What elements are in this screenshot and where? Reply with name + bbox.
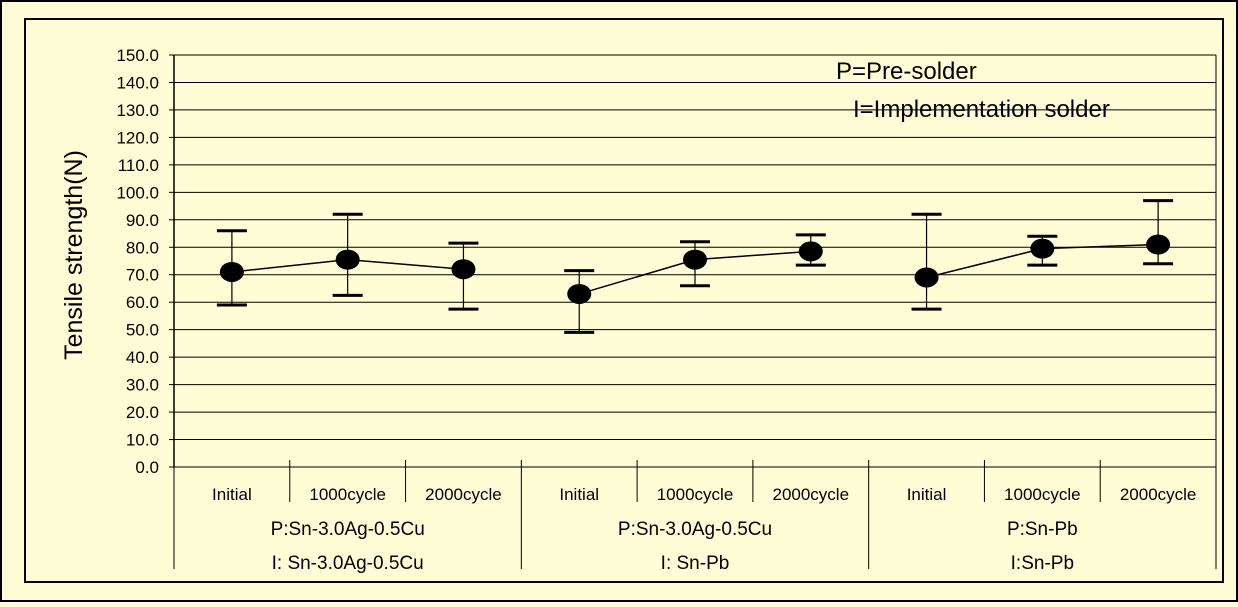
- category-label: Initial: [559, 485, 599, 504]
- y-tick-label: 150.0: [116, 46, 159, 65]
- y-tick-label: 110.0: [118, 156, 159, 175]
- data-point: [567, 283, 592, 304]
- y-tick-label: 70.0: [126, 266, 159, 285]
- y-tick-label: 130.0: [116, 101, 159, 120]
- y-tick-label: 50.0: [126, 321, 159, 340]
- category-label: 1000cycle: [309, 485, 386, 504]
- data-point: [1030, 238, 1055, 259]
- y-tick-label: 10.0: [126, 431, 159, 450]
- data-point: [335, 249, 360, 270]
- y-tick-label: 90.0: [126, 211, 159, 230]
- data-point: [914, 267, 939, 288]
- category-label: Initial: [212, 485, 252, 504]
- data-point: [1146, 234, 1171, 255]
- category-label: 1000cycle: [657, 485, 734, 504]
- group-label-line2: I: Sn-3.0Ag-0.5Cu: [272, 553, 424, 574]
- series: [216, 199, 1174, 334]
- y-tick-label: 100.0: [116, 183, 159, 202]
- annotation-implementation-solder: I=Implementation solder: [853, 96, 1110, 123]
- data-point: [683, 249, 707, 270]
- y-tick-label: 20.0: [126, 403, 159, 422]
- inner-border: [24, 18, 1224, 583]
- y-axis-label: Tensile strength(N): [60, 150, 88, 360]
- group-label-line1: P:Sn-3.0Ag-0.5Cu: [271, 519, 425, 540]
- y-tick-label: 30.0: [126, 376, 159, 395]
- annotation-pre-solder: P=Pre-solder: [836, 58, 977, 85]
- category-label: 2000cycle: [1120, 485, 1197, 504]
- group-label-line2: I: Sn-Pb: [661, 553, 730, 574]
- group-label-line2: I:Sn-Pb: [1011, 553, 1074, 574]
- group-label-line1: P:Sn-3.0Ag-0.5Cu: [618, 519, 772, 540]
- category-label: 2000cycle: [772, 485, 849, 504]
- category-label: 2000cycle: [425, 485, 502, 504]
- y-tick-label: 60.0: [126, 293, 159, 312]
- category-label: Initial: [907, 485, 947, 504]
- y-tick-label: 40.0: [126, 348, 159, 367]
- data-point: [219, 261, 244, 282]
- data-point: [451, 259, 476, 280]
- y-tick-label: 120.0: [116, 128, 159, 147]
- y-tick-labels: 0.0 10.0 20.0 30.0 40.0 50.0 60.0 70.0 80.0 90.0 1…: [116, 46, 159, 477]
- data-point: [798, 241, 823, 262]
- category-axis: Initial 1000cycle 2000cycle Initial 1000cycl…: [173, 460, 1217, 574]
- y-tick-label: 140.0: [116, 73, 159, 92]
- category-label: 1000cycle: [1004, 485, 1081, 504]
- y-tick-label: 80.0: [126, 238, 159, 257]
- axes: [169, 54, 1217, 468]
- group-label-line1: P:Sn-Pb: [1007, 519, 1078, 540]
- y-tick-label: 0.0: [135, 458, 159, 477]
